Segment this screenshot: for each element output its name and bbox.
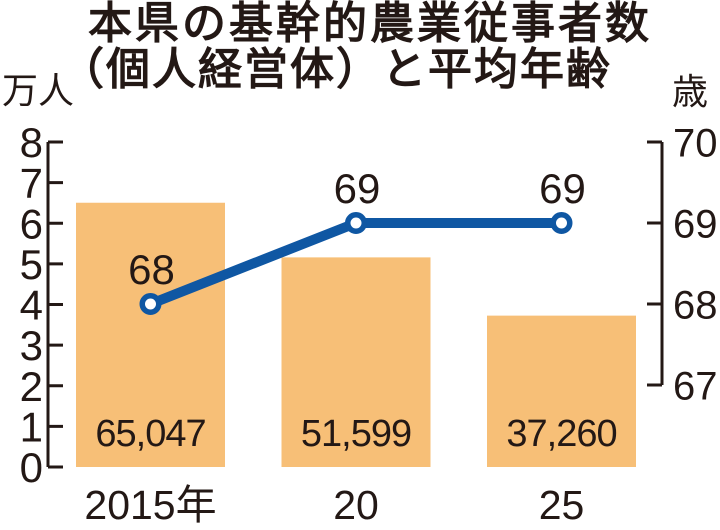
bar-value-label-2: 37,260 bbox=[506, 413, 616, 455]
x-axis-label-1: 20 bbox=[333, 482, 379, 528]
bar-value-label-0: 65,047 bbox=[95, 413, 205, 455]
right-axis-tick-label-70: 70 bbox=[673, 121, 718, 165]
right-axis-unit-label: 歳 bbox=[672, 71, 708, 112]
chart-title-line2: （個人経営体）と平均年齢 bbox=[60, 45, 612, 94]
bar-2 bbox=[487, 315, 636, 467]
avg-age-value-label-0: 68 bbox=[128, 246, 175, 293]
left-axis-tick-label-8: 8 bbox=[20, 119, 43, 166]
chart-title-line1: 本県の基幹的農業従事者数 bbox=[88, 0, 652, 48]
right-axis-tick-label-69: 69 bbox=[673, 202, 718, 246]
bar-0 bbox=[76, 202, 225, 467]
bar-value-label-1: 51,599 bbox=[301, 413, 411, 455]
left-axis-tick-label-3: 3 bbox=[20, 322, 43, 369]
avg-age-value-label-1: 69 bbox=[334, 165, 381, 212]
left-axis-tick-label-6: 6 bbox=[20, 200, 43, 247]
left-axis bbox=[46, 140, 63, 469]
left-axis-tick-label-1: 1 bbox=[20, 403, 43, 450]
avg-age-value-label-2: 69 bbox=[539, 165, 586, 212]
left-axis-tick-label-5: 5 bbox=[20, 241, 43, 288]
avg-age-marker-1 bbox=[345, 212, 367, 234]
left-axis-unit-label: 万人 bbox=[2, 70, 74, 111]
right-axis bbox=[647, 140, 664, 387]
left-axis-tick-label-7: 7 bbox=[20, 160, 43, 207]
avg-age-marker-0 bbox=[139, 293, 162, 315]
left-axis-tick-label-0: 0 bbox=[20, 444, 43, 491]
x-axis-label-2: 25 bbox=[539, 482, 585, 528]
left-axis-tick-label-2: 2 bbox=[20, 363, 43, 410]
avg-age-marker-2 bbox=[550, 212, 573, 234]
bar-1 bbox=[281, 257, 431, 467]
left-axis-tick-label-4: 4 bbox=[20, 282, 43, 329]
right-axis-tick-label-68: 68 bbox=[673, 283, 718, 327]
x-axis-label-0: 2015年 bbox=[84, 482, 216, 528]
right-axis-tick-label-67: 67 bbox=[673, 364, 718, 408]
